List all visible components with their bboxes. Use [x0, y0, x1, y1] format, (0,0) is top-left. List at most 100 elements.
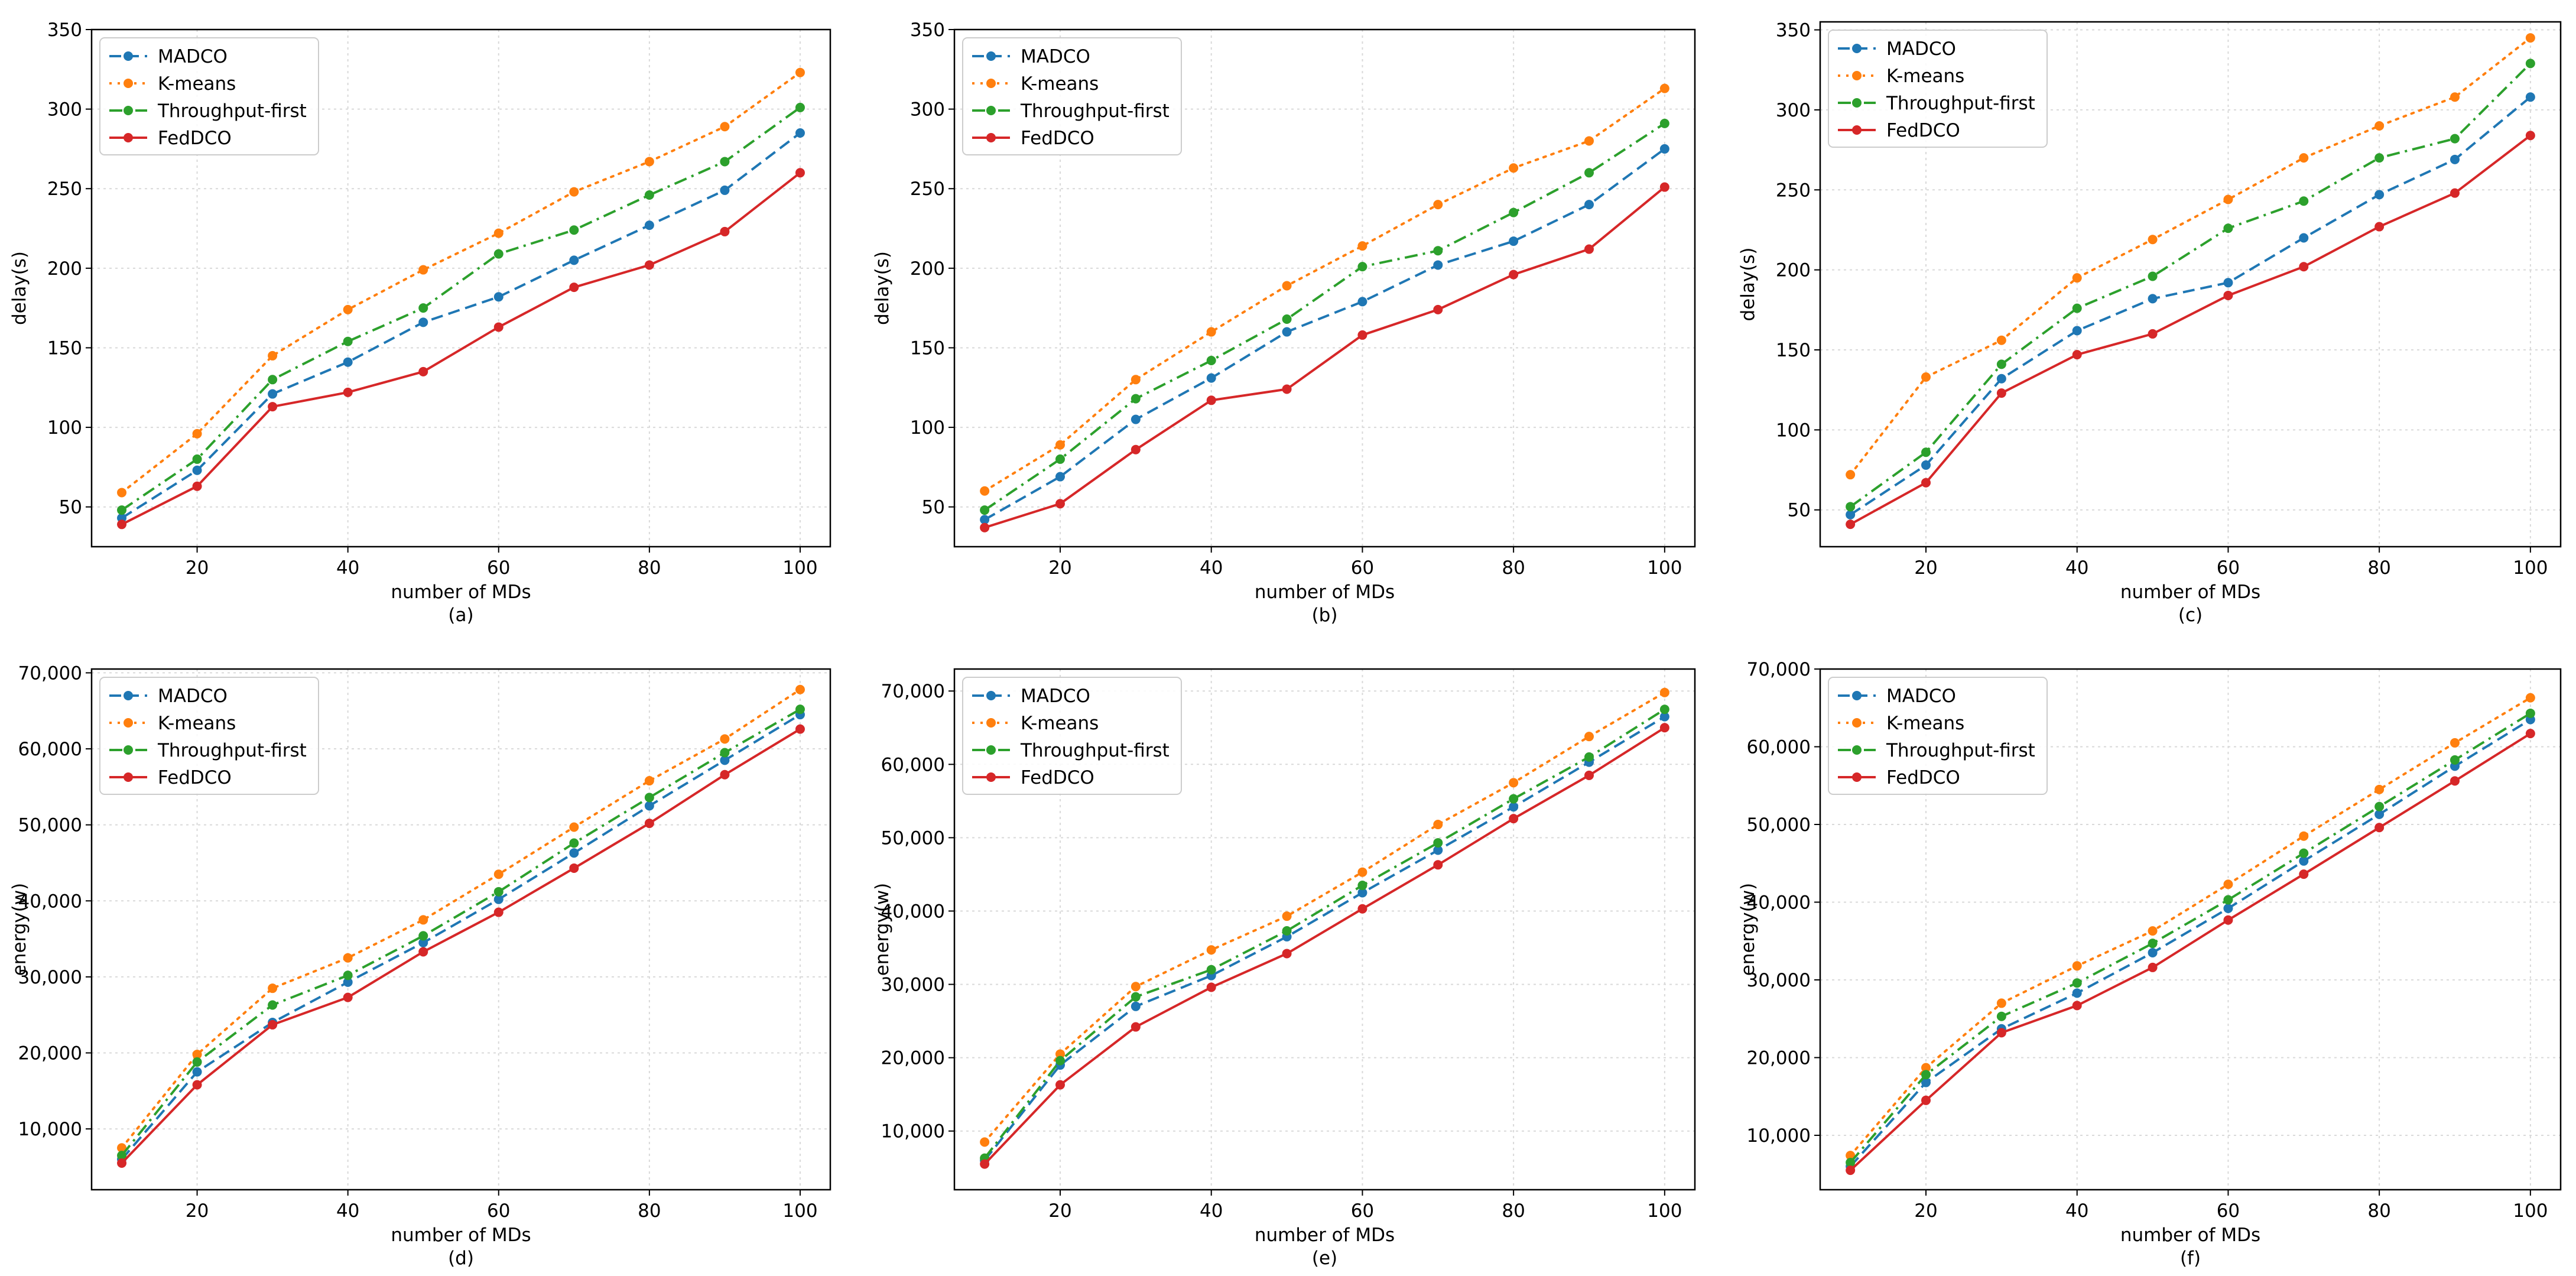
data-point-k-means [2072, 273, 2082, 283]
data-point-madco [2148, 294, 2158, 304]
y-axis-label: delay(s) [872, 251, 893, 325]
data-point-madco [1584, 200, 1594, 210]
data-point-k-means [2299, 831, 2309, 841]
data-point-k-means [117, 1143, 127, 1153]
series-line-k-means [121, 688, 801, 1150]
chart-panel-c: 20 40 60 80 100 50 100 150 200 250 300 350 number of… [1737, 20, 2562, 626]
x-tick-label: 40 [1200, 557, 1223, 579]
data-point-k-means [1433, 820, 1443, 830]
plot-frame [1819, 21, 2562, 548]
data-point-throughput-first [1509, 794, 1519, 804]
data-point-throughput-first [2525, 59, 2535, 69]
legend-marker [1852, 745, 1862, 755]
series-line-k-means [121, 71, 801, 494]
x-tick-label: 20 [186, 1200, 209, 1222]
data-point-k-means [980, 1137, 990, 1147]
legend-entry: K-means [1021, 73, 1099, 95]
y-tick-label: 350 [47, 20, 82, 41]
chart-panel-b: 20 40 60 80 100 50 100 150 200 250 300 350 number of… [872, 20, 1696, 626]
data-point-feddco [2072, 350, 2082, 360]
data-point-throughput-first [1131, 394, 1141, 404]
y-tick-label: 350 [1776, 20, 1811, 41]
data-point-k-means [1846, 1151, 1856, 1161]
x-tick-label: 40 [2065, 1200, 2088, 1222]
y-axis-label: delay(s) [9, 251, 30, 325]
x-axis-label: number of MDs [1255, 582, 1395, 603]
legend-marker [124, 745, 133, 755]
x-tick-label: 60 [487, 1200, 510, 1222]
data-point-feddco [343, 992, 353, 1002]
data-point-feddco [1131, 1022, 1141, 1032]
series-line-throughput-first [984, 122, 1665, 511]
legend-entry: K-means [158, 713, 236, 734]
data-point-k-means [1357, 867, 1367, 877]
data-point-madco [192, 1067, 202, 1077]
data-point-throughput-first [1206, 965, 1216, 975]
legend-entry: MADCO [1021, 46, 1090, 67]
x-tick-label: 100 [1647, 1200, 1682, 1222]
series-line-madco [983, 715, 1665, 1161]
data-point-feddco [1509, 270, 1519, 280]
y-axis-label: energy(w) [1737, 883, 1759, 976]
data-point-k-means [1206, 327, 1216, 337]
data-point-throughput-first [1921, 1070, 1931, 1080]
data-point-throughput-first [2072, 303, 2082, 313]
data-point-throughput-first [2450, 134, 2460, 144]
data-point-throughput-first [2148, 271, 2158, 281]
data-point-feddco [2299, 262, 2309, 272]
data-point-throughput-first [1659, 704, 1669, 715]
legend-marker [1852, 718, 1862, 728]
data-point-madco [2450, 154, 2460, 164]
data-point-madco [1131, 414, 1141, 424]
data-point-feddco [1659, 723, 1669, 733]
data-point-k-means [1282, 281, 1292, 291]
y-tick-label: 150 [47, 337, 82, 359]
data-point-throughput-first [1206, 356, 1216, 365]
data-point-throughput-first [1433, 838, 1443, 848]
data-point-madco [493, 292, 503, 302]
data-point-throughput-first [1357, 881, 1367, 891]
legend-marker [124, 79, 133, 88]
data-point-throughput-first [2299, 196, 2309, 206]
data-point-throughput-first [569, 838, 579, 848]
series-line-madco [1849, 718, 2531, 1167]
data-point-k-means [2374, 784, 2385, 794]
data-point-k-means [569, 187, 579, 197]
data-point-feddco [192, 481, 202, 491]
legend-entry: MADCO [1886, 686, 1956, 707]
x-axis-label: number of MDs [2120, 1225, 2260, 1246]
y-tick-label: 50 [1788, 500, 1811, 521]
data-point-feddco [2072, 1001, 2082, 1011]
x-tick-label: 20 [186, 557, 209, 579]
data-point-throughput-first [720, 157, 730, 167]
data-point-feddco [1206, 982, 1216, 992]
data-point-feddco [644, 260, 654, 270]
y-axis-label: energy(w) [9, 883, 30, 976]
data-point-feddco [1921, 1095, 1931, 1105]
data-point-k-means [1055, 440, 1065, 450]
data-point-k-means [720, 122, 730, 132]
chart-panel-e: 20 40 60 80 100 10,000 20,000 30,000 40,000 50,00… [872, 668, 1696, 1269]
y-tick-label: 150 [1776, 340, 1811, 361]
data-point-k-means [1433, 200, 1443, 210]
x-axis-label: number of MDs [391, 1225, 531, 1246]
data-point-madco [2072, 326, 2082, 336]
data-point-madco [1131, 1001, 1141, 1011]
data-point-k-means [2148, 235, 2158, 245]
data-point-k-means [795, 684, 805, 694]
data-point-feddco [2525, 729, 2535, 739]
data-point-feddco [1131, 444, 1141, 454]
y-tick-label: 200 [1776, 260, 1811, 281]
x-tick-label: 20 [1048, 557, 1071, 579]
data-point-k-means [268, 983, 278, 993]
series-line-feddco [121, 728, 801, 1164]
y-tick-label: 100 [47, 417, 82, 439]
legend-marker [1852, 44, 1862, 53]
data-point-throughput-first [1055, 454, 1065, 464]
legend-marker [124, 691, 133, 700]
legend-marker [986, 772, 996, 782]
data-point-madco [418, 938, 428, 948]
data-point-madco [2072, 988, 2082, 998]
legend-marker [1852, 691, 1862, 700]
data-point-k-means [569, 822, 579, 832]
